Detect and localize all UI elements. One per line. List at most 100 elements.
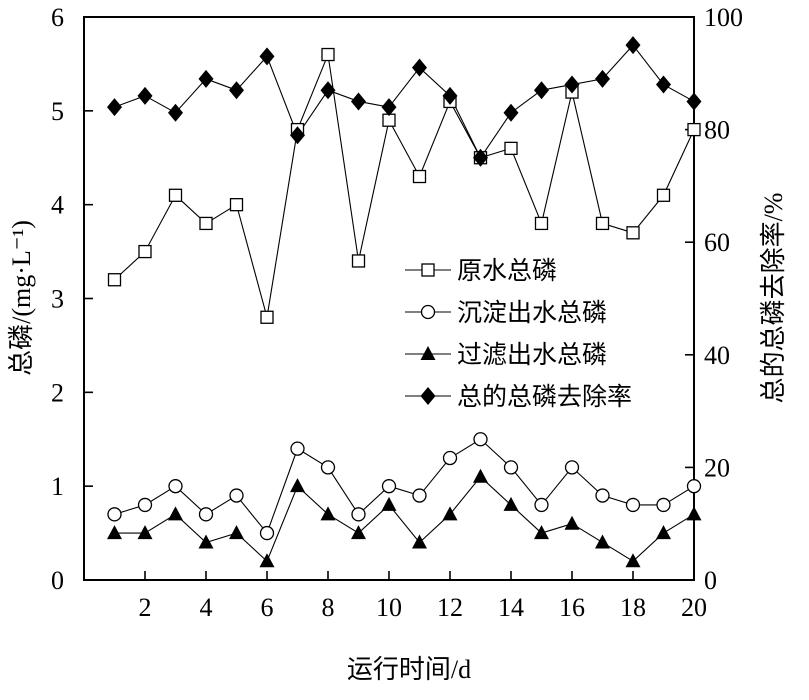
series-4-point [686, 92, 702, 111]
series-4-point [107, 98, 122, 117]
series-3-point [412, 534, 427, 549]
series-1-point [687, 122, 701, 137]
series-1-point [199, 216, 213, 231]
series-1-point [656, 188, 671, 202]
series-4-point [320, 81, 336, 100]
series-3-point [686, 506, 702, 521]
series-1-point [321, 47, 335, 62]
series-2-point [534, 497, 549, 513]
series-1-point [260, 310, 274, 324]
y-right-tick-label: 20 [704, 453, 730, 482]
series-3-point [473, 468, 488, 483]
series-3-point [168, 506, 183, 521]
series-4-point [351, 92, 366, 111]
series-1-point [534, 216, 549, 231]
y-left-tick-label: 1 [51, 472, 64, 501]
series-2-point [686, 479, 702, 494]
series-2-point [503, 460, 519, 475]
series-markers [107, 36, 702, 568]
x-tick-label: 2 [139, 593, 152, 622]
series-3-point [442, 506, 458, 521]
series-3-point [595, 534, 610, 549]
series-4-point [534, 81, 549, 100]
series-line-3 [114, 475, 695, 563]
y-left-tick-label: 4 [51, 191, 64, 220]
series-2-point [656, 497, 671, 513]
y-right-tick-label: 0 [704, 566, 717, 595]
series-4-point [381, 98, 397, 117]
series-4-point [503, 103, 519, 122]
legend-label: 原水总磷 [457, 257, 557, 285]
series-2-point [381, 479, 397, 494]
series-3-point [625, 553, 641, 568]
series-line-1 [114, 52, 695, 318]
x-tick-label: 12 [437, 593, 463, 622]
series-4-point [442, 86, 458, 105]
y-right-axis-title: 总的总磷去除率/% [759, 193, 788, 404]
series-line-4 [114, 44, 695, 159]
series-3-point [137, 525, 153, 540]
series-4-point [137, 86, 153, 105]
y-right-tick-label: 100 [704, 3, 743, 32]
series-2-point [259, 525, 275, 541]
series-2-point [351, 507, 366, 522]
legend-marker [420, 387, 436, 405]
series-4-point [473, 148, 488, 167]
x-tick-label: 20 [681, 593, 707, 622]
series-2-point [412, 488, 427, 503]
series-3-point [320, 506, 336, 521]
series-2-point [564, 460, 580, 475]
y-left-tick-label: 2 [51, 378, 64, 407]
series-3-point [534, 525, 549, 540]
y-left-tick-label: 6 [51, 3, 64, 32]
y-left-tick-label: 5 [51, 97, 64, 126]
series-4-point [168, 103, 183, 122]
series-3-point [290, 478, 305, 493]
series-4-point [412, 58, 427, 77]
series-4-point [198, 69, 214, 88]
series-1-point [626, 226, 640, 240]
legend-marker [420, 346, 436, 360]
series-4-point [595, 69, 610, 88]
series-4-point [290, 126, 305, 145]
legend-label: 总的总磷去除率 [457, 383, 632, 411]
series-2-point [290, 441, 305, 456]
series-1-point [168, 188, 183, 202]
series-2-point [198, 507, 214, 522]
series-3-point [229, 525, 244, 540]
series-1-point [138, 244, 152, 259]
series-1-point [595, 216, 610, 231]
y-left-tick-label: 0 [51, 566, 64, 595]
series-4-point [229, 81, 244, 100]
series-3-point [351, 525, 366, 540]
legend-marker [421, 263, 435, 277]
x-tick-label: 6 [261, 593, 274, 622]
series-3-point [259, 553, 275, 568]
series-lines [114, 44, 695, 563]
series-4-point [656, 75, 671, 94]
series-1-point [504, 141, 518, 156]
series-2-point [595, 488, 610, 503]
series-4-point [625, 36, 641, 55]
series-4-point [564, 75, 580, 94]
series-2-point [625, 497, 641, 513]
series-4-point [259, 47, 275, 66]
series-3-point [381, 496, 397, 511]
series-2-point [168, 479, 183, 494]
legend-label: 过滤出水总磷 [457, 341, 607, 369]
series-2-point [320, 460, 336, 475]
series-3-point [198, 534, 214, 549]
series-1-point [107, 273, 122, 287]
series-2-point [229, 488, 244, 503]
series-2-point [137, 497, 153, 513]
series-2-point [473, 432, 488, 447]
series-3-point [656, 525, 671, 540]
x-tick-label: 14 [498, 593, 524, 622]
series-1-point [412, 169, 427, 184]
y-right-tick-label: 60 [704, 228, 730, 257]
series-1-point [351, 254, 366, 268]
y-left-axis-title: 总磷/(mg·L⁻¹) [7, 220, 36, 376]
